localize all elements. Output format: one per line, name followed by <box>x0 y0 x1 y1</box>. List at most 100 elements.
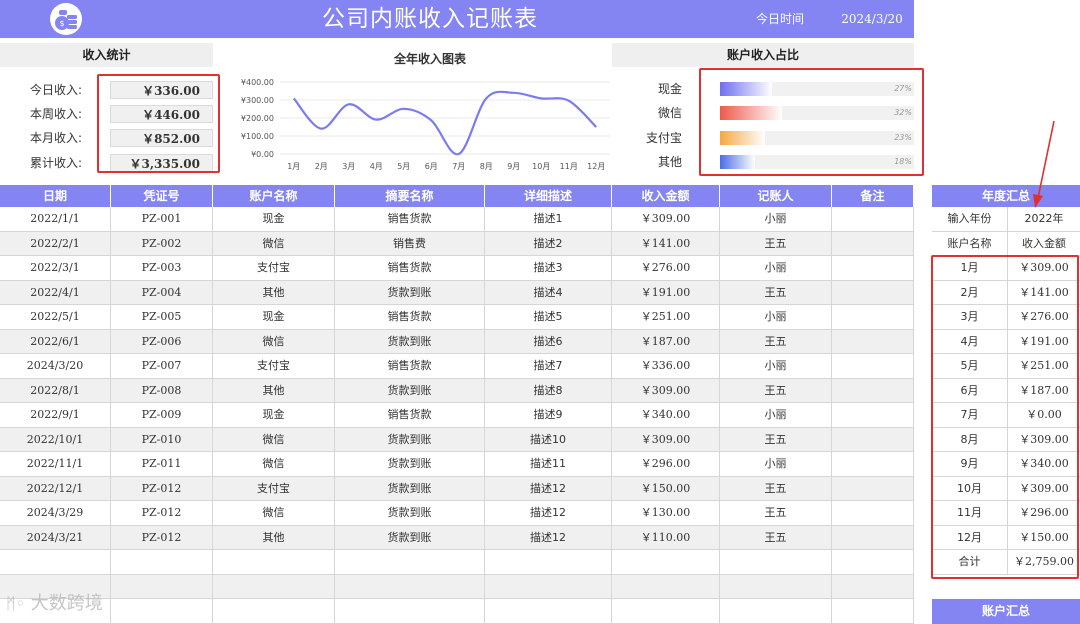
cell-summary[interactable]: 销售货款 <box>335 207 485 232</box>
cell-recorder[interactable]: 王五 <box>720 427 832 452</box>
cell-account[interactable] <box>213 599 335 624</box>
cell-description[interactable]: 描述4 <box>485 280 612 305</box>
cell-date[interactable]: 2022/11/1 <box>0 452 111 477</box>
cell-recorder[interactable]: 小丽 <box>720 256 832 281</box>
cell-account[interactable]: 支付宝 <box>213 354 335 379</box>
cell-amount[interactable]: ￥309.00 <box>612 427 720 452</box>
table-row[interactable]: 2022/10/1 PZ-010 微信 货款到账 描述10 ￥309.00 王五 <box>0 427 914 452</box>
cell-description[interactable]: 描述7 <box>485 354 612 379</box>
cell-remark[interactable] <box>832 599 914 624</box>
cell-recorder[interactable]: 王五 <box>720 378 832 403</box>
cell-account[interactable]: 支付宝 <box>213 476 335 501</box>
cell-amount[interactable]: ￥187.00 <box>612 329 720 354</box>
cell-recorder[interactable]: 小丽 <box>720 452 832 477</box>
cell-remark[interactable] <box>832 501 914 526</box>
account-summary-button[interactable]: 账户汇总 <box>932 599 1080 624</box>
cell-account[interactable]: 其他 <box>213 525 335 550</box>
col-header-amount[interactable]: 收入金额 <box>612 185 720 207</box>
cell-account[interactable]: 支付宝 <box>213 256 335 281</box>
col-header-voucher[interactable]: 凭证号 <box>111 185 213 207</box>
cell-voucher[interactable]: PZ-001 <box>111 207 213 232</box>
cell-description[interactable]: 描述12 <box>485 525 612 550</box>
cell-summary[interactable]: 货款到账 <box>335 427 485 452</box>
cell-remark[interactable] <box>832 476 914 501</box>
cell-date[interactable] <box>0 550 111 575</box>
cell-summary[interactable]: 销售货款 <box>335 305 485 330</box>
year-input-field[interactable]: 2022年 <box>1024 212 1064 225</box>
cell-recorder[interactable] <box>720 574 832 599</box>
table-row[interactable]: 2022/1/1 PZ-001 现金 销售货款 描述1 ￥309.00 小丽 <box>0 207 914 232</box>
stat-value-today[interactable]: ￥336.00 <box>110 81 213 99</box>
cell-summary[interactable]: 货款到账 <box>335 378 485 403</box>
cell-amount[interactable]: ￥276.00 <box>612 256 720 281</box>
col-header-remark[interactable]: 备注 <box>832 185 914 207</box>
cell-voucher[interactable]: PZ-005 <box>111 305 213 330</box>
table-row[interactable] <box>0 574 914 599</box>
cell-summary[interactable]: 货款到账 <box>335 501 485 526</box>
cell-summary[interactable] <box>335 574 485 599</box>
cell-recorder[interactable]: 王五 <box>720 280 832 305</box>
cell-description[interactable]: 描述9 <box>485 403 612 428</box>
cell-amount[interactable] <box>612 550 720 575</box>
cell-amount[interactable]: ￥340.00 <box>612 403 720 428</box>
cell-voucher[interactable]: PZ-003 <box>111 256 213 281</box>
cell-summary[interactable]: 货款到账 <box>335 452 485 477</box>
cell-amount[interactable]: ￥251.00 <box>612 305 720 330</box>
cell-recorder[interactable] <box>720 599 832 624</box>
cell-remark[interactable] <box>832 378 914 403</box>
table-row[interactable]: 2024/3/29 PZ-012 微信 货款到账 描述12 ￥130.00 王五 <box>0 501 914 526</box>
cell-date[interactable]: 2022/6/1 <box>0 329 111 354</box>
table-row[interactable]: 2022/4/1 PZ-004 其他 货款到账 描述4 ￥191.00 王五 <box>0 280 914 305</box>
cell-account[interactable]: 微信 <box>213 231 335 256</box>
cell-remark[interactable] <box>832 427 914 452</box>
cell-summary[interactable] <box>335 550 485 575</box>
cell-amount[interactable]: ￥336.00 <box>612 354 720 379</box>
cell-date[interactable]: 2022/12/1 <box>0 476 111 501</box>
col-header-account[interactable]: 账户名称 <box>213 185 335 207</box>
cell-recorder[interactable]: 小丽 <box>720 207 832 232</box>
cell-remark[interactable] <box>832 256 914 281</box>
cell-date[interactable]: 2022/3/1 <box>0 256 111 281</box>
cell-amount[interactable]: ￥150.00 <box>612 476 720 501</box>
cell-account[interactable]: 其他 <box>213 378 335 403</box>
cell-voucher[interactable]: PZ-012 <box>111 501 213 526</box>
table-row[interactable]: 2022/12/1 PZ-012 支付宝 货款到账 描述12 ￥150.00 王五 <box>0 476 914 501</box>
cell-amount[interactable]: ￥130.00 <box>612 501 720 526</box>
cell-summary[interactable]: 货款到账 <box>335 476 485 501</box>
cell-amount[interactable]: ￥296.00 <box>612 452 720 477</box>
cell-remark[interactable] <box>832 354 914 379</box>
cell-date[interactable]: 2024/3/29 <box>0 501 111 526</box>
cell-description[interactable]: 描述2 <box>485 231 612 256</box>
cell-description[interactable]: 描述12 <box>485 476 612 501</box>
cell-amount[interactable]: ￥110.00 <box>612 525 720 550</box>
table-row[interactable] <box>0 599 914 624</box>
cell-voucher[interactable]: PZ-012 <box>111 476 213 501</box>
table-row[interactable]: 2024/3/20 PZ-007 支付宝 销售货款 描述7 ￥336.00 小丽 <box>0 354 914 379</box>
cell-amount[interactable]: ￥191.00 <box>612 280 720 305</box>
cell-account[interactable] <box>213 574 335 599</box>
cell-description[interactable]: 描述6 <box>485 329 612 354</box>
col-header-date[interactable]: 日期 <box>0 185 111 207</box>
cell-voucher[interactable]: PZ-002 <box>111 231 213 256</box>
cell-voucher[interactable] <box>111 599 213 624</box>
cell-amount[interactable]: ￥309.00 <box>612 207 720 232</box>
cell-description[interactable]: 描述8 <box>485 378 612 403</box>
cell-account[interactable] <box>213 550 335 575</box>
cell-voucher[interactable]: PZ-010 <box>111 427 213 452</box>
cell-voucher[interactable]: PZ-011 <box>111 452 213 477</box>
cell-date[interactable]: 2022/9/1 <box>0 403 111 428</box>
cell-description[interactable] <box>485 574 612 599</box>
table-row[interactable]: 2022/9/1 PZ-009 现金 销售货款 描述9 ￥340.00 小丽 <box>0 403 914 428</box>
cell-recorder[interactable] <box>720 550 832 575</box>
cell-recorder[interactable]: 王五 <box>720 231 832 256</box>
cell-remark[interactable] <box>832 403 914 428</box>
cell-remark[interactable] <box>832 452 914 477</box>
cell-amount[interactable]: ￥309.00 <box>612 378 720 403</box>
table-row[interactable]: 2024/3/21 PZ-012 其他 货款到账 描述12 ￥110.00 王五 <box>0 525 914 550</box>
cell-recorder[interactable]: 小丽 <box>720 354 832 379</box>
cell-description[interactable]: 描述3 <box>485 256 612 281</box>
cell-remark[interactable] <box>832 329 914 354</box>
cell-account[interactable]: 现金 <box>213 305 335 330</box>
cell-recorder[interactable]: 小丽 <box>720 403 832 428</box>
cell-date[interactable]: 2022/4/1 <box>0 280 111 305</box>
